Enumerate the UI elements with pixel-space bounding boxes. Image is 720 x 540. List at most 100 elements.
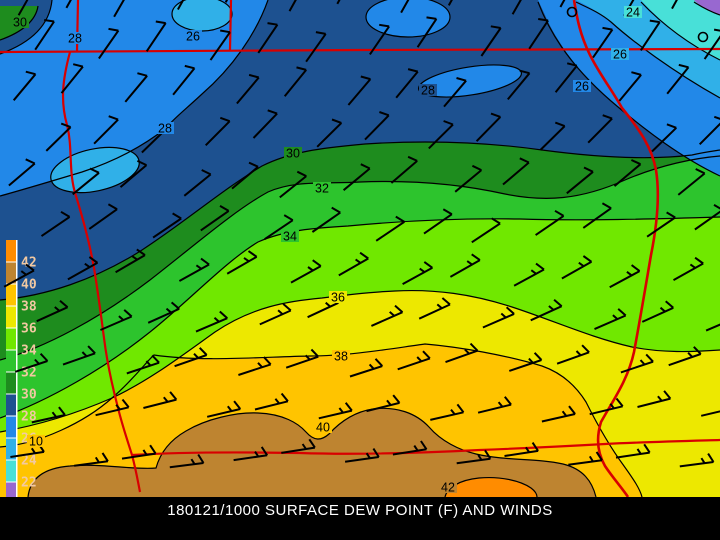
wind-barb — [502, 157, 530, 186]
wind-barb — [318, 402, 353, 420]
wind-barb — [62, 345, 96, 366]
wind-barb — [88, 203, 118, 230]
wind-barb — [482, 306, 515, 329]
wind-barb — [40, 210, 71, 237]
scale-segment — [6, 438, 16, 460]
contour-28-corner — [0, 0, 53, 55]
band-lt22 — [694, 0, 720, 15]
wind-barb — [535, 209, 565, 236]
contour-36 — [0, 290, 720, 433]
contour-28-right — [537, 1, 720, 177]
band-gt42 — [445, 477, 537, 497]
wind-barb — [347, 75, 372, 106]
wind-barb — [541, 405, 576, 423]
wind-barb — [646, 211, 676, 238]
contour-40 — [27, 407, 597, 497]
wind-barb — [366, 394, 401, 413]
wind-barb — [530, 298, 563, 322]
wind-barb — [418, 297, 451, 320]
contour-label: 38 — [334, 350, 348, 364]
contour-label: 34 — [283, 230, 297, 244]
contour-label-halo — [332, 350, 350, 362]
wind-barb — [390, 155, 418, 184]
contour-label-halo — [439, 481, 457, 493]
contour-34 — [0, 216, 720, 419]
wind-barb — [566, 166, 594, 195]
wind-barb — [666, 63, 690, 95]
contour-lines — [0, 0, 720, 497]
scale-segment — [6, 262, 16, 284]
wind-barb — [169, 453, 205, 469]
scale-label: 24 — [21, 454, 37, 469]
contour-label: 24 — [626, 6, 640, 20]
wind-barb — [528, 18, 549, 50]
band-22-24 — [641, 0, 720, 60]
wind-barb — [400, 0, 410, 14]
county-line-2 — [228, 0, 233, 51]
contour-label-halo — [624, 6, 642, 18]
contour-label: 10 — [29, 435, 43, 449]
contour-label-halo — [66, 32, 84, 44]
wind-barb — [288, 0, 297, 12]
state-border-north — [0, 47, 720, 54]
contour-label-halo — [281, 230, 299, 242]
river-border-east — [572, 0, 660, 497]
scale-label: 42 — [21, 256, 37, 271]
contour-label-layer: 30 28 26 28 28 26 26 24 30 32 34 36 38 40 42 10 — [11, 6, 642, 495]
wind-barb — [172, 64, 196, 96]
wind-barb — [67, 256, 99, 281]
scale-label: 38 — [21, 300, 37, 315]
contour-22 — [693, 1, 720, 16]
wind-barb — [145, 20, 167, 52]
wind-barb — [447, 0, 453, 6]
contour-24 — [640, 1, 720, 61]
calm-station-circle — [566, 6, 578, 18]
wind-barb — [36, 299, 69, 323]
wind-barb — [677, 168, 706, 196]
wind-barb — [72, 167, 100, 196]
wind-barb — [349, 358, 384, 378]
scale-segment — [6, 416, 16, 438]
wind-barb — [93, 115, 119, 145]
wind-barb — [679, 453, 715, 468]
wind-barb — [559, 0, 566, 8]
wind-barb — [700, 410, 720, 417]
wind-barb — [178, 257, 210, 282]
wind-barb — [671, 0, 678, 10]
contour-label: 26 — [186, 30, 200, 44]
scale-label: 34 — [21, 344, 37, 359]
contour-label-halo — [184, 30, 202, 42]
dewpoint-map-canvas[interactable]: 42 40 38 36 34 32 30 28 26 24 22 30 28 26 28 28 26 26 24 3… — [0, 0, 720, 497]
wind-barb — [582, 202, 612, 229]
contour-30 — [0, 141, 720, 301]
wind-barb — [121, 444, 157, 460]
wind-barb — [589, 397, 624, 416]
scale-label: 36 — [21, 322, 37, 337]
scale-segment — [6, 372, 16, 394]
scale-label: 40 — [21, 278, 37, 293]
contour-label-halo — [156, 122, 174, 134]
wind-barb — [456, 449, 492, 465]
wind-barb — [200, 205, 230, 232]
wind-barb — [252, 109, 278, 139]
wind-barb — [14, 353, 49, 373]
band-24-26-circle — [172, 0, 232, 31]
contour-32 — [0, 155, 720, 361]
wind-barb — [231, 161, 259, 190]
wind-barb — [238, 356, 272, 376]
contour-label: 30 — [13, 16, 27, 30]
scale-label: 22 — [21, 476, 37, 491]
wind-barb — [637, 390, 672, 408]
wind-barb — [556, 344, 590, 365]
wind-barb — [342, 163, 371, 191]
wind-barb — [539, 121, 566, 151]
wind-barb — [174, 347, 208, 368]
scale-segment — [6, 350, 16, 372]
wind-barb — [8, 158, 36, 187]
wind-barb — [369, 23, 390, 55]
wind-barb — [508, 352, 543, 372]
wind-barb — [254, 392, 289, 411]
wind-barb — [65, 0, 72, 9]
wind-barb — [641, 300, 674, 323]
wind-barb — [147, 301, 180, 324]
